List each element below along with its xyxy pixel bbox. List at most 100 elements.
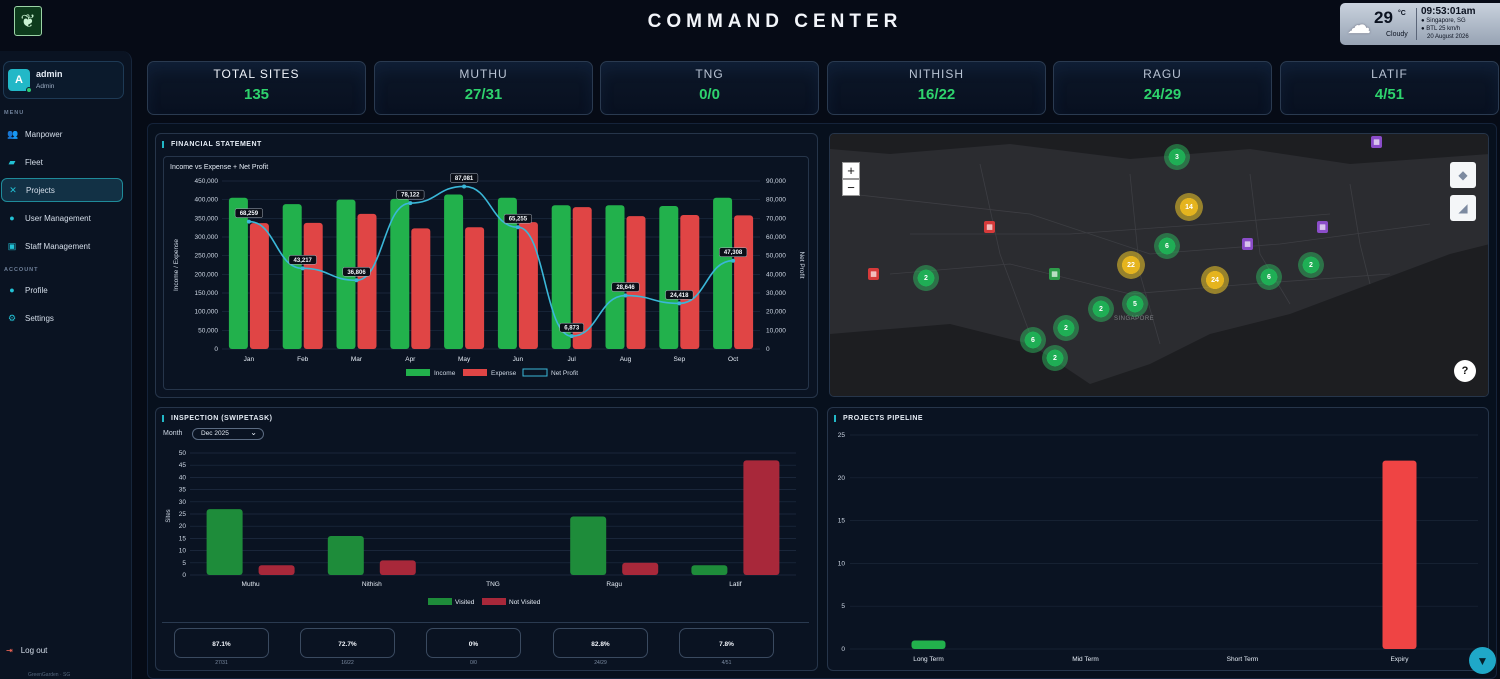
y-tick-label: 5 [182,560,186,567]
truck-icon: ▰ [8,156,16,167]
y-tick-label: 350,000 [195,215,219,222]
y2-tick-label: 60,000 [766,234,786,241]
month-select[interactable]: Dec 2025 ⌄ [192,428,264,440]
x-tick-label: Latif [729,581,741,588]
expense-bar [680,214,700,349]
map-cluster[interactable]: 14 [1175,193,1203,221]
y-tick-label: 20 [838,475,846,482]
sidebar-item-settings[interactable]: ⚙ Settings [7,312,54,323]
user-icon: ● [9,213,15,223]
map-style-icon[interactable]: ◢ [1450,195,1476,221]
summary-ratio: 0/0 [470,660,477,666]
map-cluster[interactable]: 22 [1117,251,1145,279]
map-cluster[interactable]: 2 [1042,345,1068,371]
x-tick-label: Jul [568,356,577,363]
id-card-icon: ▣ [7,240,17,251]
x-tick-label: Ragu [606,581,622,588]
y-tick-label: 15 [179,535,187,542]
sidebar-item-user-management[interactable]: ● User Management [1,206,123,230]
expense-bar [465,227,485,349]
layers-icon[interactable]: ◆ [1450,162,1476,188]
net-profit-point [569,334,574,339]
sidebar-item-manpower[interactable]: 👥 Manpower [7,128,63,139]
expense-bar [411,228,431,349]
map-zoom-out-button[interactable]: − [842,179,860,196]
sidebar-item-projects[interactable]: ✕ Projects [1,178,123,202]
site-marker[interactable]: ▦ [868,268,879,280]
logout-icon: ⇥ [6,646,13,655]
panel-title: FINANCIAL STATEMENT [162,141,262,148]
user-card[interactable]: A admin Admin [3,61,124,99]
x-tick-label: Long Term [913,656,944,663]
weather-unit: °C [1398,10,1406,17]
stat-card-total-sites[interactable]: TOTAL SITES 135 [147,61,366,115]
site-marker[interactable]: ▦ [1317,221,1328,233]
pipeline-bar [1382,460,1417,649]
y-tick-label: 450,000 [195,178,219,185]
x-tick-label: Short Term [1227,656,1259,663]
y-tick-label: 0 [841,646,845,653]
gear-icon: ⚙ [7,312,17,323]
map-cluster[interactable]: 2 [1053,315,1079,341]
site-marker[interactable]: ▦ [1371,136,1382,148]
y-tick-label: 20 [179,523,187,530]
panel-title: INSPECTION (SWIPETASK) [162,415,272,422]
y2-tick-label: 80,000 [766,197,786,204]
x-tick-label: Oct [728,356,738,363]
map-cluster[interactable]: 24 [1201,266,1229,294]
site-marker[interactable]: ▦ [1242,238,1253,250]
y2-tick-label: 90,000 [766,178,786,185]
summary-ratio: 27/31 [215,660,228,666]
map-cluster[interactable]: 6 [1154,233,1180,259]
map-cluster[interactable]: 2 [1298,252,1324,278]
data-label-box [719,247,748,257]
user-role: Admin [36,83,55,90]
panel-title: PROJECTS PIPELINE [834,415,923,422]
map-cluster[interactable]: 3 [1164,144,1190,170]
net-profit-point [300,266,305,271]
map-cluster[interactable]: 2 [913,265,939,291]
sidebar-item-staff-management[interactable]: ▣ Staff Management [7,240,91,251]
app-logo[interactable]: ❦ [14,6,42,36]
filter-icon[interactable]: ▼ [1469,647,1496,674]
legend-label: Net Profit [551,370,578,377]
map-zoom-in-button[interactable]: + [842,162,860,179]
legend-swatch-not-visited [482,598,506,605]
x-tick-label: Nithish [362,581,382,588]
page-title: COMMAND CENTER [647,11,903,32]
y-tick-label: 50 [179,450,187,457]
stat-card-latif[interactable]: LATIF 4/51 [1280,61,1499,115]
stat-card-muthu[interactable]: MUTHU 27/31 [374,61,593,115]
logout-button[interactable]: ⇥ Log out [6,646,48,655]
map-help-button[interactable]: ? [1454,360,1476,382]
sidebar-item-profile[interactable]: ● Profile [1,278,123,302]
net-profit-point [462,184,467,189]
map-base [830,134,1488,396]
map-cluster[interactable]: 5 [1122,291,1148,317]
net-profit-point [408,201,413,206]
income-bar [282,204,302,349]
sites-map[interactable]: SINGAPORE + − ◆ ◢ ? ▦ ▦ ▦ ▦ ▦ ▦ 3 14 6 2… [829,133,1489,397]
expense-bar [734,215,754,349]
income-bar [390,198,410,349]
site-marker[interactable]: ▦ [1049,268,1060,280]
map-cluster[interactable]: 6 [1020,327,1046,353]
sidebar-item-fleet[interactable]: ▰ Fleet [8,156,43,167]
profile-icon: ● [9,285,15,295]
summary-box-ragu: 82.8% [553,628,648,658]
x-tick-label: Sep [674,356,686,363]
x-tick-label: Apr [405,356,416,363]
y-tick-label: 10 [838,560,846,567]
summary-box-latif: 7.8% [679,628,774,658]
y-tick-label: 150,000 [195,290,219,297]
stat-card-nithish[interactable]: NITHISH 16/22 [827,61,1046,115]
map-cluster[interactable]: 2 [1088,296,1114,322]
y2-tick-label: 30,000 [766,290,786,297]
map-cluster[interactable]: 6 [1256,264,1282,290]
site-marker[interactable]: ▦ [984,221,995,233]
map-label-singapore: SINGAPORE [1114,316,1155,322]
legend-label: Not Visited [509,599,541,606]
stat-card-tng[interactable]: TNG 0/0 [600,61,819,115]
stat-card-ragu[interactable]: RAGU 24/29 [1053,61,1272,115]
weather-wind: ● BTL 25 km/h [1421,26,1461,32]
